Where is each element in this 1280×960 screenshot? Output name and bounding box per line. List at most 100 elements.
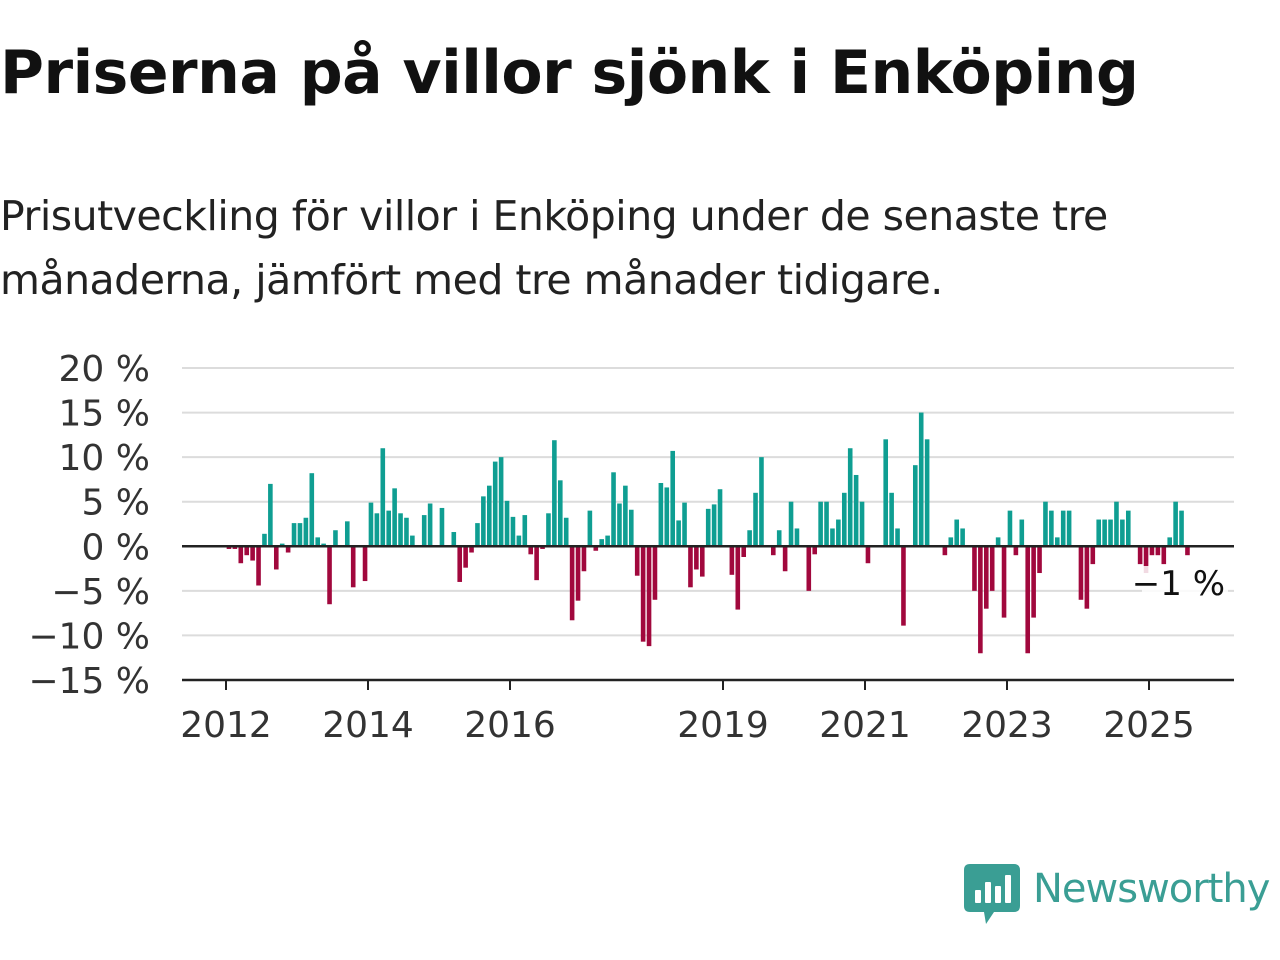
- y-tick-label: 15 %: [59, 394, 150, 435]
- bar: [776, 530, 782, 547]
- bar: [1037, 546, 1042, 574]
- bar: [806, 546, 812, 591]
- bar: [812, 546, 818, 555]
- bar: [670, 450, 676, 547]
- bar: [368, 502, 374, 547]
- bar: [534, 546, 539, 581]
- bar: [451, 532, 457, 547]
- x-tick-label: 2025: [1103, 705, 1195, 746]
- bar: [1185, 546, 1190, 556]
- bar: [617, 503, 622, 547]
- bar: [1090, 546, 1096, 565]
- bar: [427, 503, 433, 547]
- bar: [285, 546, 291, 553]
- bar: [309, 473, 315, 547]
- bar: [522, 515, 528, 547]
- bar: [889, 492, 894, 547]
- bar: [1054, 537, 1060, 547]
- bar: [924, 439, 930, 547]
- bar: [380, 448, 386, 547]
- brand-name: Newsworthy: [1033, 866, 1270, 912]
- bar: [960, 528, 965, 547]
- bar: [1019, 519, 1025, 547]
- bar: [291, 523, 297, 547]
- y-tick-label: 20 %: [59, 349, 150, 390]
- bar: [581, 546, 587, 572]
- bar: [528, 546, 534, 555]
- grid-lines: [182, 367, 1234, 637]
- bar: [741, 546, 747, 557]
- bar: [1078, 546, 1084, 600]
- bar: [350, 546, 356, 588]
- bar: [552, 440, 557, 547]
- bar: [1049, 510, 1054, 547]
- bar: [297, 523, 303, 547]
- bar: [404, 517, 409, 547]
- bar: [1031, 546, 1036, 618]
- bar: [1025, 546, 1031, 654]
- bar: [995, 537, 1001, 547]
- bar: [256, 546, 261, 586]
- bar: [344, 521, 350, 547]
- bar: [747, 530, 752, 547]
- bar: [652, 546, 658, 600]
- bar: [599, 539, 605, 547]
- bar: [492, 461, 498, 547]
- bar: [699, 546, 705, 577]
- bar: [392, 488, 397, 547]
- bar: [705, 508, 711, 547]
- bar: [853, 474, 859, 547]
- bar: [398, 513, 403, 547]
- bar: [972, 546, 977, 591]
- bar: [516, 535, 522, 547]
- bar: [782, 546, 788, 572]
- last-value-label: −1 %: [1132, 564, 1225, 604]
- bar: [1043, 501, 1048, 547]
- bar: [1120, 519, 1125, 547]
- bar: [605, 535, 610, 547]
- bar: [859, 501, 865, 547]
- bar-chart: 20 %15 %10 %5 %0 %−5 %−10 %−15 % 2012 201…: [28, 349, 1234, 746]
- bar: [682, 502, 687, 547]
- bar: [457, 546, 463, 582]
- bar: [948, 537, 954, 547]
- bar: [836, 519, 841, 547]
- bar: [735, 546, 741, 610]
- bar: [640, 546, 646, 642]
- bar: [463, 546, 468, 568]
- bar: [504, 500, 510, 547]
- x-tick-label: 2019: [677, 705, 769, 746]
- bar: [279, 543, 285, 547]
- bar: [386, 510, 392, 547]
- bar: [327, 546, 332, 605]
- bar: [1066, 510, 1072, 547]
- bar: [729, 546, 735, 575]
- bar: [546, 513, 551, 547]
- bar: [1007, 510, 1013, 547]
- bar: [1167, 537, 1173, 547]
- bar: [694, 546, 699, 570]
- bar: [1137, 546, 1143, 565]
- bar: [628, 509, 634, 547]
- bar: [676, 520, 681, 547]
- bar: [770, 546, 776, 556]
- bar: [711, 504, 717, 547]
- bar: [1114, 501, 1119, 547]
- bar: [664, 487, 670, 547]
- newsworthy-logo[interactable]: Newsworthy: [964, 864, 1274, 928]
- bar: [1179, 510, 1184, 547]
- bar: [575, 546, 581, 601]
- bar: [593, 546, 599, 551]
- axes: [182, 545, 1234, 682]
- bar: [1084, 546, 1090, 609]
- bar: [841, 492, 847, 547]
- bar: [978, 546, 983, 654]
- annotations: −1 %: [1132, 564, 1228, 604]
- bar: [563, 517, 569, 547]
- bar: [557, 480, 563, 547]
- bar: [1149, 546, 1155, 556]
- bar-series: [226, 412, 1190, 654]
- bar: [232, 546, 238, 549]
- bar: [1108, 519, 1113, 547]
- bar: [1155, 546, 1161, 556]
